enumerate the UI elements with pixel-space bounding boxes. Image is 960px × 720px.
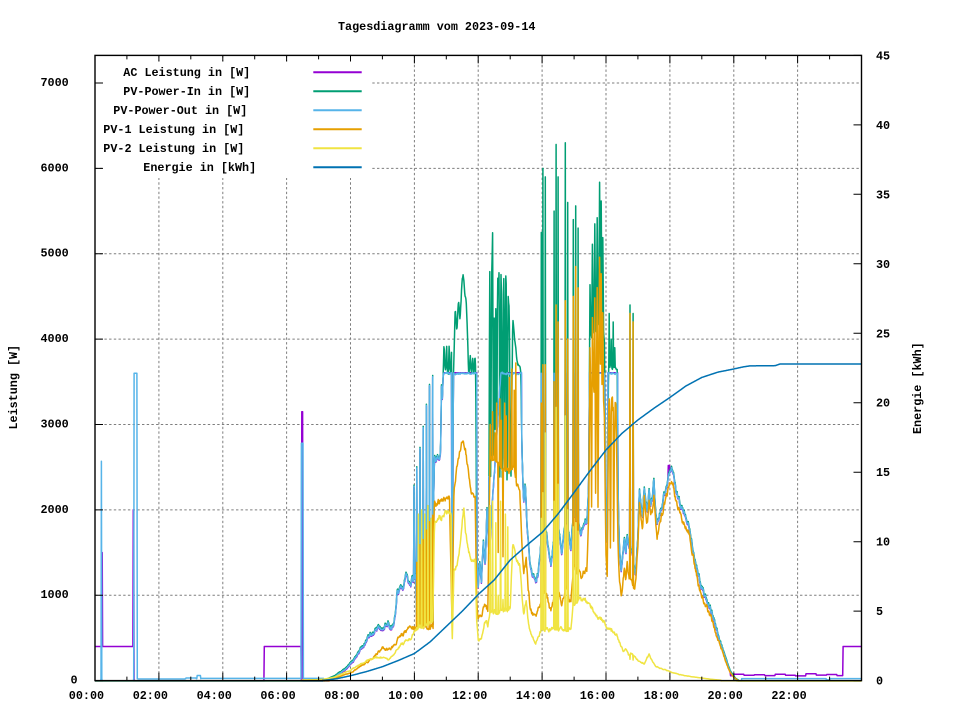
svg-text:5: 5 <box>876 605 883 619</box>
svg-text:02:00: 02:00 <box>133 689 168 703</box>
svg-text:04:00: 04:00 <box>197 689 232 703</box>
svg-text:AC Leistung in [W]: AC Leistung in [W] <box>123 66 250 80</box>
svg-text:PV-1 Leistung in [W]: PV-1 Leistung in [W] <box>103 123 244 137</box>
svg-text:15: 15 <box>876 466 890 480</box>
svg-text:14:00: 14:00 <box>516 689 551 703</box>
svg-text:10:00: 10:00 <box>388 689 423 703</box>
svg-text:5000: 5000 <box>41 247 69 261</box>
svg-text:7000: 7000 <box>41 76 69 90</box>
svg-text:0: 0 <box>71 674 78 688</box>
svg-text:PV-2 Leistung in [W]: PV-2 Leistung in [W] <box>103 142 244 156</box>
svg-text:22:00: 22:00 <box>771 689 806 703</box>
svg-text:16:00: 16:00 <box>580 689 615 703</box>
svg-text:08:00: 08:00 <box>324 689 359 703</box>
svg-text:PV-Power-Out in [W]: PV-Power-Out in [W] <box>113 104 247 118</box>
svg-text:Energie in [kWh]: Energie in [kWh] <box>143 161 256 175</box>
svg-text:6000: 6000 <box>41 161 69 175</box>
svg-text:12:00: 12:00 <box>452 689 487 703</box>
svg-text:4000: 4000 <box>41 332 69 346</box>
svg-text:10: 10 <box>876 536 890 550</box>
svg-text:35: 35 <box>876 188 890 202</box>
svg-text:Energie [kWh]: Energie [kWh] <box>911 342 925 434</box>
svg-text:00:00: 00:00 <box>69 689 104 703</box>
svg-text:0: 0 <box>876 675 883 689</box>
svg-text:20:00: 20:00 <box>708 689 743 703</box>
svg-text:Leistung [W]: Leistung [W] <box>7 345 21 430</box>
svg-text:06:00: 06:00 <box>260 689 295 703</box>
svg-text:18:00: 18:00 <box>644 689 679 703</box>
svg-text:20: 20 <box>876 397 890 411</box>
svg-text:30: 30 <box>876 258 890 272</box>
svg-text:PV-Power-In in [W]: PV-Power-In in [W] <box>123 85 250 99</box>
svg-text:3000: 3000 <box>41 418 69 432</box>
svg-text:25: 25 <box>876 327 890 341</box>
svg-text:40: 40 <box>876 119 890 133</box>
svg-text:45: 45 <box>876 49 890 63</box>
svg-text:Tagesdiagramm vom 2023-09-14: Tagesdiagramm vom 2023-09-14 <box>338 20 535 34</box>
svg-text:1000: 1000 <box>41 588 69 602</box>
svg-text:2000: 2000 <box>41 503 69 517</box>
